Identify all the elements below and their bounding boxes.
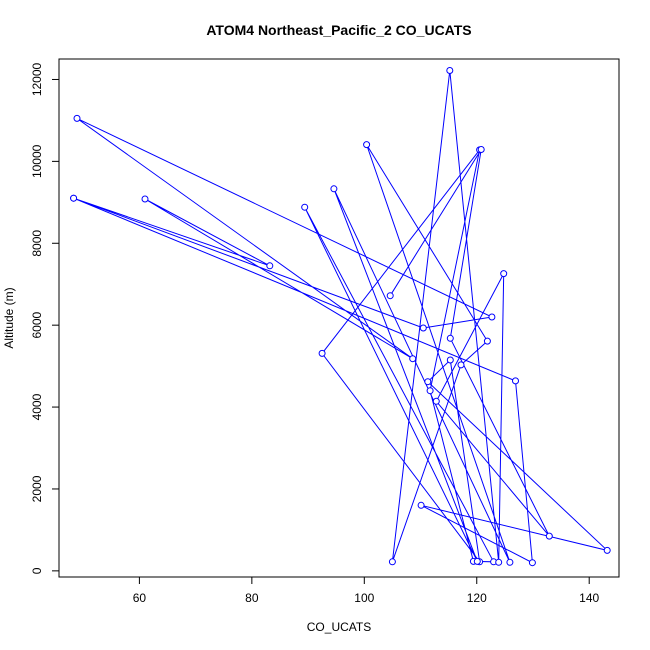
x-axis-label: CO_UCATS <box>307 620 371 634</box>
x-tick-label: 80 <box>245 591 259 605</box>
data-point <box>446 356 454 364</box>
data-point <box>73 114 81 122</box>
data-point <box>141 195 149 203</box>
data-point <box>477 146 485 153</box>
data-point <box>500 270 508 278</box>
data-point <box>70 194 78 202</box>
data-point <box>488 313 496 321</box>
data-point <box>528 559 536 567</box>
y-tick-label: 10000 <box>30 144 44 178</box>
y-tick-label: 2000 <box>30 475 44 502</box>
plot-frame <box>58 58 620 578</box>
y-tick-label: 4000 <box>30 393 44 420</box>
y-tick-label: 0 <box>30 567 44 574</box>
y-tick-label: 6000 <box>30 311 44 338</box>
x-tick-label: 100 <box>354 591 374 605</box>
data-point <box>473 557 481 565</box>
data-point <box>363 141 371 149</box>
data-point <box>545 532 553 540</box>
x-tick-label: 140 <box>579 591 599 605</box>
y-tick-label: 12000 <box>30 62 44 96</box>
x-tick-label: 120 <box>467 591 487 605</box>
data-point <box>386 292 394 300</box>
data-point <box>330 185 338 193</box>
x-tick-label: 60 <box>133 591 147 605</box>
points-layer <box>70 67 611 567</box>
data-point <box>495 558 503 566</box>
data-point <box>446 334 454 342</box>
data-point <box>432 397 440 405</box>
y-axis-label: Altitude (m) <box>2 287 16 348</box>
series-line-1 <box>73 70 609 564</box>
data-point <box>603 546 611 554</box>
y-tick-label: 8000 <box>30 230 44 257</box>
data-point <box>318 349 326 357</box>
y-axis: 0 2000 4000 6000 8000 10000 12000 <box>30 62 60 574</box>
data-point <box>512 377 519 385</box>
x-axis: 60 80 100 120 140 <box>133 576 600 605</box>
data-point <box>409 355 417 363</box>
data-point <box>388 558 396 566</box>
data-point <box>266 262 274 270</box>
data-point <box>483 337 491 345</box>
data-point <box>446 67 454 74</box>
data-point <box>419 324 427 332</box>
series-layer <box>73 70 609 564</box>
data-point <box>301 203 309 211</box>
data-point <box>417 501 425 509</box>
data-point <box>424 378 432 386</box>
chart-title: ATOM4 Northeast_Pacific_2 CO_UCATS <box>206 22 471 38</box>
data-point <box>457 361 465 369</box>
data-point <box>506 558 514 566</box>
data-point <box>426 387 434 395</box>
